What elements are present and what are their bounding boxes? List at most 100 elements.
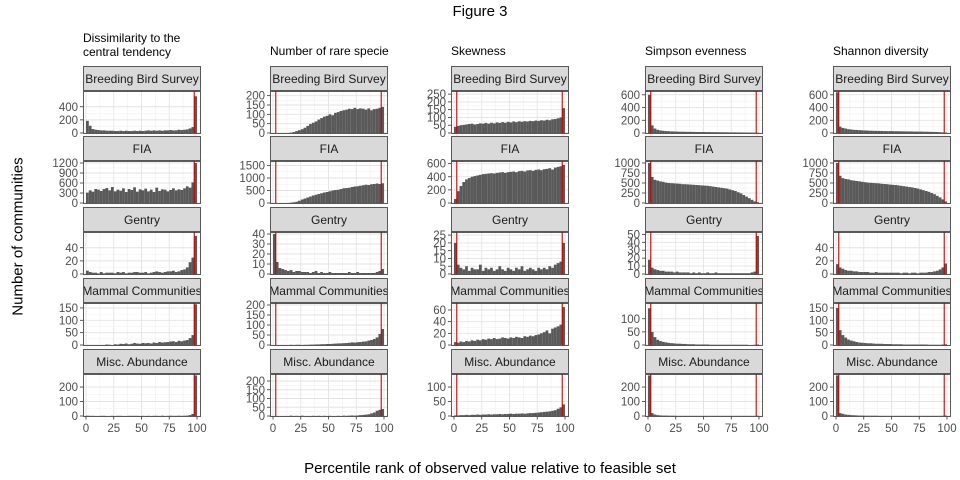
histogram-bar (653, 414, 657, 416)
y-tick-label: 50 (627, 327, 640, 339)
y-tick-label: 1000 (614, 158, 640, 170)
histogram-bar (144, 130, 148, 133)
y-tick-label: 150 (246, 310, 265, 322)
histogram-bar (364, 414, 368, 416)
y-tick-label: 20 (65, 256, 78, 268)
histogram-bar (860, 181, 864, 203)
y-tick-label: 0 (440, 128, 446, 140)
facet-strip (645, 349, 763, 374)
histogram-bar (454, 242, 457, 274)
histogram-bar (295, 271, 298, 274)
y-tick-label: 40 (815, 243, 828, 255)
histogram-bar (381, 183, 384, 203)
histogram-bar (880, 343, 884, 345)
histogram-bar (512, 338, 516, 345)
histogram-bar (133, 187, 136, 203)
histogram-bar (692, 131, 696, 133)
histogram-bar (361, 341, 365, 345)
facet-panel: Misc. Abundance 0 50 100 0 25 50 75 100 (427, 349, 575, 435)
histogram-bar (180, 341, 184, 345)
histogram-bar (281, 269, 285, 274)
histogram-bar (695, 344, 698, 345)
histogram-bar (462, 269, 466, 274)
histogram-bar (927, 272, 931, 274)
histogram-bar (913, 272, 917, 274)
histogram-bar (462, 124, 466, 133)
facet-strip (451, 136, 569, 161)
histogram-bar (944, 344, 947, 345)
histogram-bar (661, 130, 665, 133)
histogram-bar (883, 272, 886, 274)
histogram-bar (689, 344, 693, 345)
histogram-bar (556, 408, 560, 416)
histogram-bar (869, 130, 873, 133)
histogram-bar (309, 124, 312, 133)
histogram-bar (86, 270, 89, 274)
histogram-bar (378, 409, 382, 416)
y-tick-label: 0 (72, 411, 78, 423)
histogram-bar (650, 331, 654, 345)
y-tick-label: 400 (427, 172, 446, 184)
histogram-bar (370, 413, 373, 416)
histogram-bar (847, 270, 850, 274)
histogram-bar (163, 272, 167, 274)
histogram-bar (292, 202, 296, 203)
histogram-bar (542, 332, 546, 345)
y-tick-label: 1000 (239, 173, 265, 185)
y-tick-label: 10 (433, 253, 446, 265)
histogram-bar (155, 187, 159, 203)
histogram-bar (515, 413, 518, 416)
histogram-bar (880, 272, 884, 274)
histogram-bar (490, 173, 493, 203)
histogram-bar (194, 96, 197, 133)
histogram-bar (872, 130, 875, 133)
histogram-bar (375, 272, 379, 274)
histogram-bar (553, 167, 557, 203)
histogram-bar (667, 271, 671, 274)
histogram-bar (515, 122, 518, 133)
histogram-bar (681, 343, 685, 345)
histogram-bar (548, 120, 552, 133)
facet-label: Mammal Communities (269, 284, 388, 298)
histogram-bar (345, 343, 348, 345)
histogram-bar (311, 195, 315, 203)
histogram-bar (498, 413, 502, 416)
histogram-bar (874, 343, 878, 345)
histogram-bar (883, 344, 886, 345)
histogram-bar (465, 179, 468, 203)
histogram-bar (697, 185, 701, 203)
histogram-bar (731, 273, 735, 274)
y-tick-label: 50 (252, 330, 265, 342)
histogram-bar (695, 185, 698, 203)
histogram-bar (322, 344, 326, 345)
histogram-bar (314, 121, 318, 133)
histogram-bar (515, 172, 518, 203)
histogram-bar (331, 115, 335, 133)
histogram-bar (152, 272, 156, 274)
histogram-bar (736, 273, 740, 274)
histogram-bar (866, 182, 870, 203)
histogram-bar (534, 335, 538, 345)
histogram-bar (99, 272, 103, 274)
y-tick-label: 50 (252, 402, 265, 414)
histogram-bar (105, 188, 109, 203)
histogram-bar (517, 269, 521, 274)
histogram-bar (320, 193, 323, 203)
histogram-bar (185, 340, 189, 345)
histogram-bar (736, 132, 740, 133)
histogram-bar (656, 180, 660, 203)
histogram-bar (728, 132, 732, 133)
histogram-bar (897, 344, 900, 345)
facet-strip (270, 207, 388, 232)
histogram-bar (908, 131, 911, 133)
histogram-bar (756, 344, 759, 345)
histogram-bar (501, 414, 504, 416)
histogram-bar (678, 131, 682, 133)
histogram-bar (888, 344, 892, 345)
histogram-bar (706, 132, 710, 133)
histogram-bar (375, 108, 379, 133)
histogram-bar (113, 344, 117, 345)
